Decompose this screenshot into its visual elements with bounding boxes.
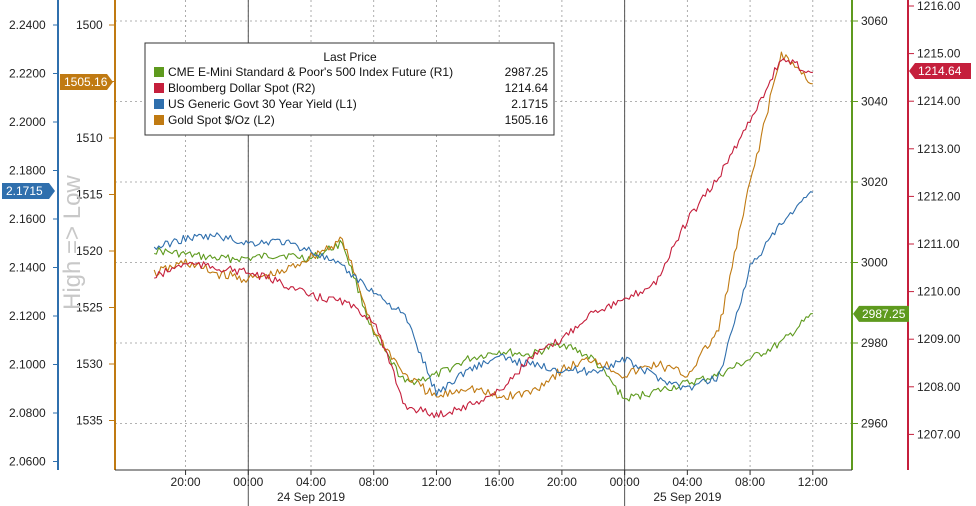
last-tag-L2-text: 1505.16 xyxy=(64,75,108,89)
tick-label-L1: 2.1200 xyxy=(9,309,46,323)
tick-label-L1: 2.1400 xyxy=(9,261,46,275)
last-tag-R2-shape xyxy=(909,63,971,79)
x-tick-label: 16:00 xyxy=(484,475,514,489)
legend-value-ust30: 2.1715 xyxy=(511,97,548,111)
tick-label-L1: 2.0600 xyxy=(9,455,46,469)
tick-label-L1: 2.2200 xyxy=(9,67,46,81)
tick-label-R1: 3040 xyxy=(861,95,888,109)
tick-label-R1: 3020 xyxy=(861,175,888,189)
tick-label-R2: 1214.00 xyxy=(917,94,961,108)
legend-box xyxy=(144,42,555,136)
tick-label-R1: 2980 xyxy=(861,336,888,350)
x-tick-label: 12:00 xyxy=(798,475,828,489)
legend-value-spx: 2987.25 xyxy=(505,65,549,79)
chart-grid xyxy=(115,0,852,506)
legend-label-ust30: US Generic Govt 30 Year Yield (L1) xyxy=(168,97,357,111)
legend-swatch-gold xyxy=(154,115,164,125)
tick-label-L1: 2.2000 xyxy=(9,115,46,129)
series-layer xyxy=(153,51,813,419)
tick-label-L1: 2.2400 xyxy=(9,18,46,32)
tick-label-L1: 2.1600 xyxy=(9,212,46,226)
x-tick-label: 00:00 xyxy=(610,475,640,489)
tick-label-R2: 1211.00 xyxy=(917,237,960,251)
last-tag-L1-text: 2.1715 xyxy=(6,184,43,198)
tick-label-R2: 1208.00 xyxy=(917,380,961,394)
x-tick-label: 20:00 xyxy=(547,475,577,489)
tick-label-L2: 1510 xyxy=(76,131,103,145)
legend-label-dxy: Bloomberg Dollar Spot (R2) xyxy=(168,81,315,95)
legend-swatch-spx xyxy=(154,67,164,77)
last-tag-L2: 1505.16 xyxy=(60,74,113,90)
last-tag-L1: 2.1715 xyxy=(2,183,55,199)
legend-value-gold: 1505.16 xyxy=(505,113,549,127)
series-line-gold xyxy=(153,51,813,401)
legend-swatch-dxy xyxy=(154,83,164,93)
legend-label-gold: Gold Spot $/Oz (L2) xyxy=(168,113,275,127)
x-tick-label: 08:00 xyxy=(359,475,389,489)
x-date-label: 24 Sep 2019 xyxy=(277,490,345,504)
tick-label-L2: 1525 xyxy=(76,301,103,315)
last-tag-R2-text: 1214.64 xyxy=(918,64,962,78)
tick-label-L2: 1515 xyxy=(76,188,103,202)
tick-label-R2: 1210.00 xyxy=(917,285,961,299)
x-tick-label: 08:00 xyxy=(735,475,765,489)
x-tick-label: 04:00 xyxy=(296,475,326,489)
legend-swatch-ust30 xyxy=(154,99,164,109)
legend-title: Last Price xyxy=(323,50,377,64)
tick-label-L2: 1500 xyxy=(76,18,103,32)
series-line-ust30 xyxy=(153,191,813,397)
legend: Last Price CME E-Mini Standard & Poor's … xyxy=(144,42,555,136)
tick-label-L2: 1530 xyxy=(76,357,103,371)
x-tick-label: 20:00 xyxy=(171,475,201,489)
tick-label-R1: 3000 xyxy=(861,256,888,270)
tick-label-L2: 1535 xyxy=(76,414,103,428)
x-tick-label: 12:00 xyxy=(421,475,451,489)
last-tag-R1-text: 2987.25 xyxy=(862,307,906,321)
last-tag-R1: 2987.25 xyxy=(853,305,909,322)
tick-label-R1: 3060 xyxy=(861,14,888,28)
tick-label-R2: 1212.00 xyxy=(917,189,961,203)
tick-label-R2: 1213.00 xyxy=(917,142,961,156)
tick-label-R2: 1215.00 xyxy=(917,47,961,61)
tick-label-L2: 1520 xyxy=(76,244,103,258)
legend-value-dxy: 1214.64 xyxy=(505,81,549,95)
tick-label-L1: 2.1800 xyxy=(9,164,46,178)
last-price-tags: 2.1715 1505.16 2987.25 1214.64 xyxy=(2,63,971,322)
last-tag-R2: 1214.64 xyxy=(909,63,971,79)
last-tag-R1-shape xyxy=(853,305,909,322)
tick-label-R2: 1209.00 xyxy=(917,332,961,346)
legend-label-spx: CME E-Mini Standard & Poor's 500 Index F… xyxy=(168,65,453,79)
tick-label-L1: 2.1000 xyxy=(9,358,46,372)
x-tick-label: 04:00 xyxy=(672,475,702,489)
series-line-dxy xyxy=(154,58,813,419)
tick-label-L1: 2.0800 xyxy=(9,406,46,420)
tick-label-R2: 1207.00 xyxy=(917,427,961,441)
x-tick-label: 00:00 xyxy=(233,475,263,489)
chart-watermark: High => Low xyxy=(59,175,86,310)
tick-label-R2: 1216.00 xyxy=(917,0,961,13)
series-line-spx xyxy=(154,239,813,402)
last-tag-L2-shape xyxy=(60,74,113,90)
last-tag-L1-shape xyxy=(2,183,55,199)
axes-layer: 2.2400 2.2200 2.2000 2.1800 2.1600 2.1400 2.12… xyxy=(9,0,961,504)
x-date-label: 25 Sep 2019 xyxy=(653,490,721,504)
tick-label-R1: 2960 xyxy=(861,417,888,431)
